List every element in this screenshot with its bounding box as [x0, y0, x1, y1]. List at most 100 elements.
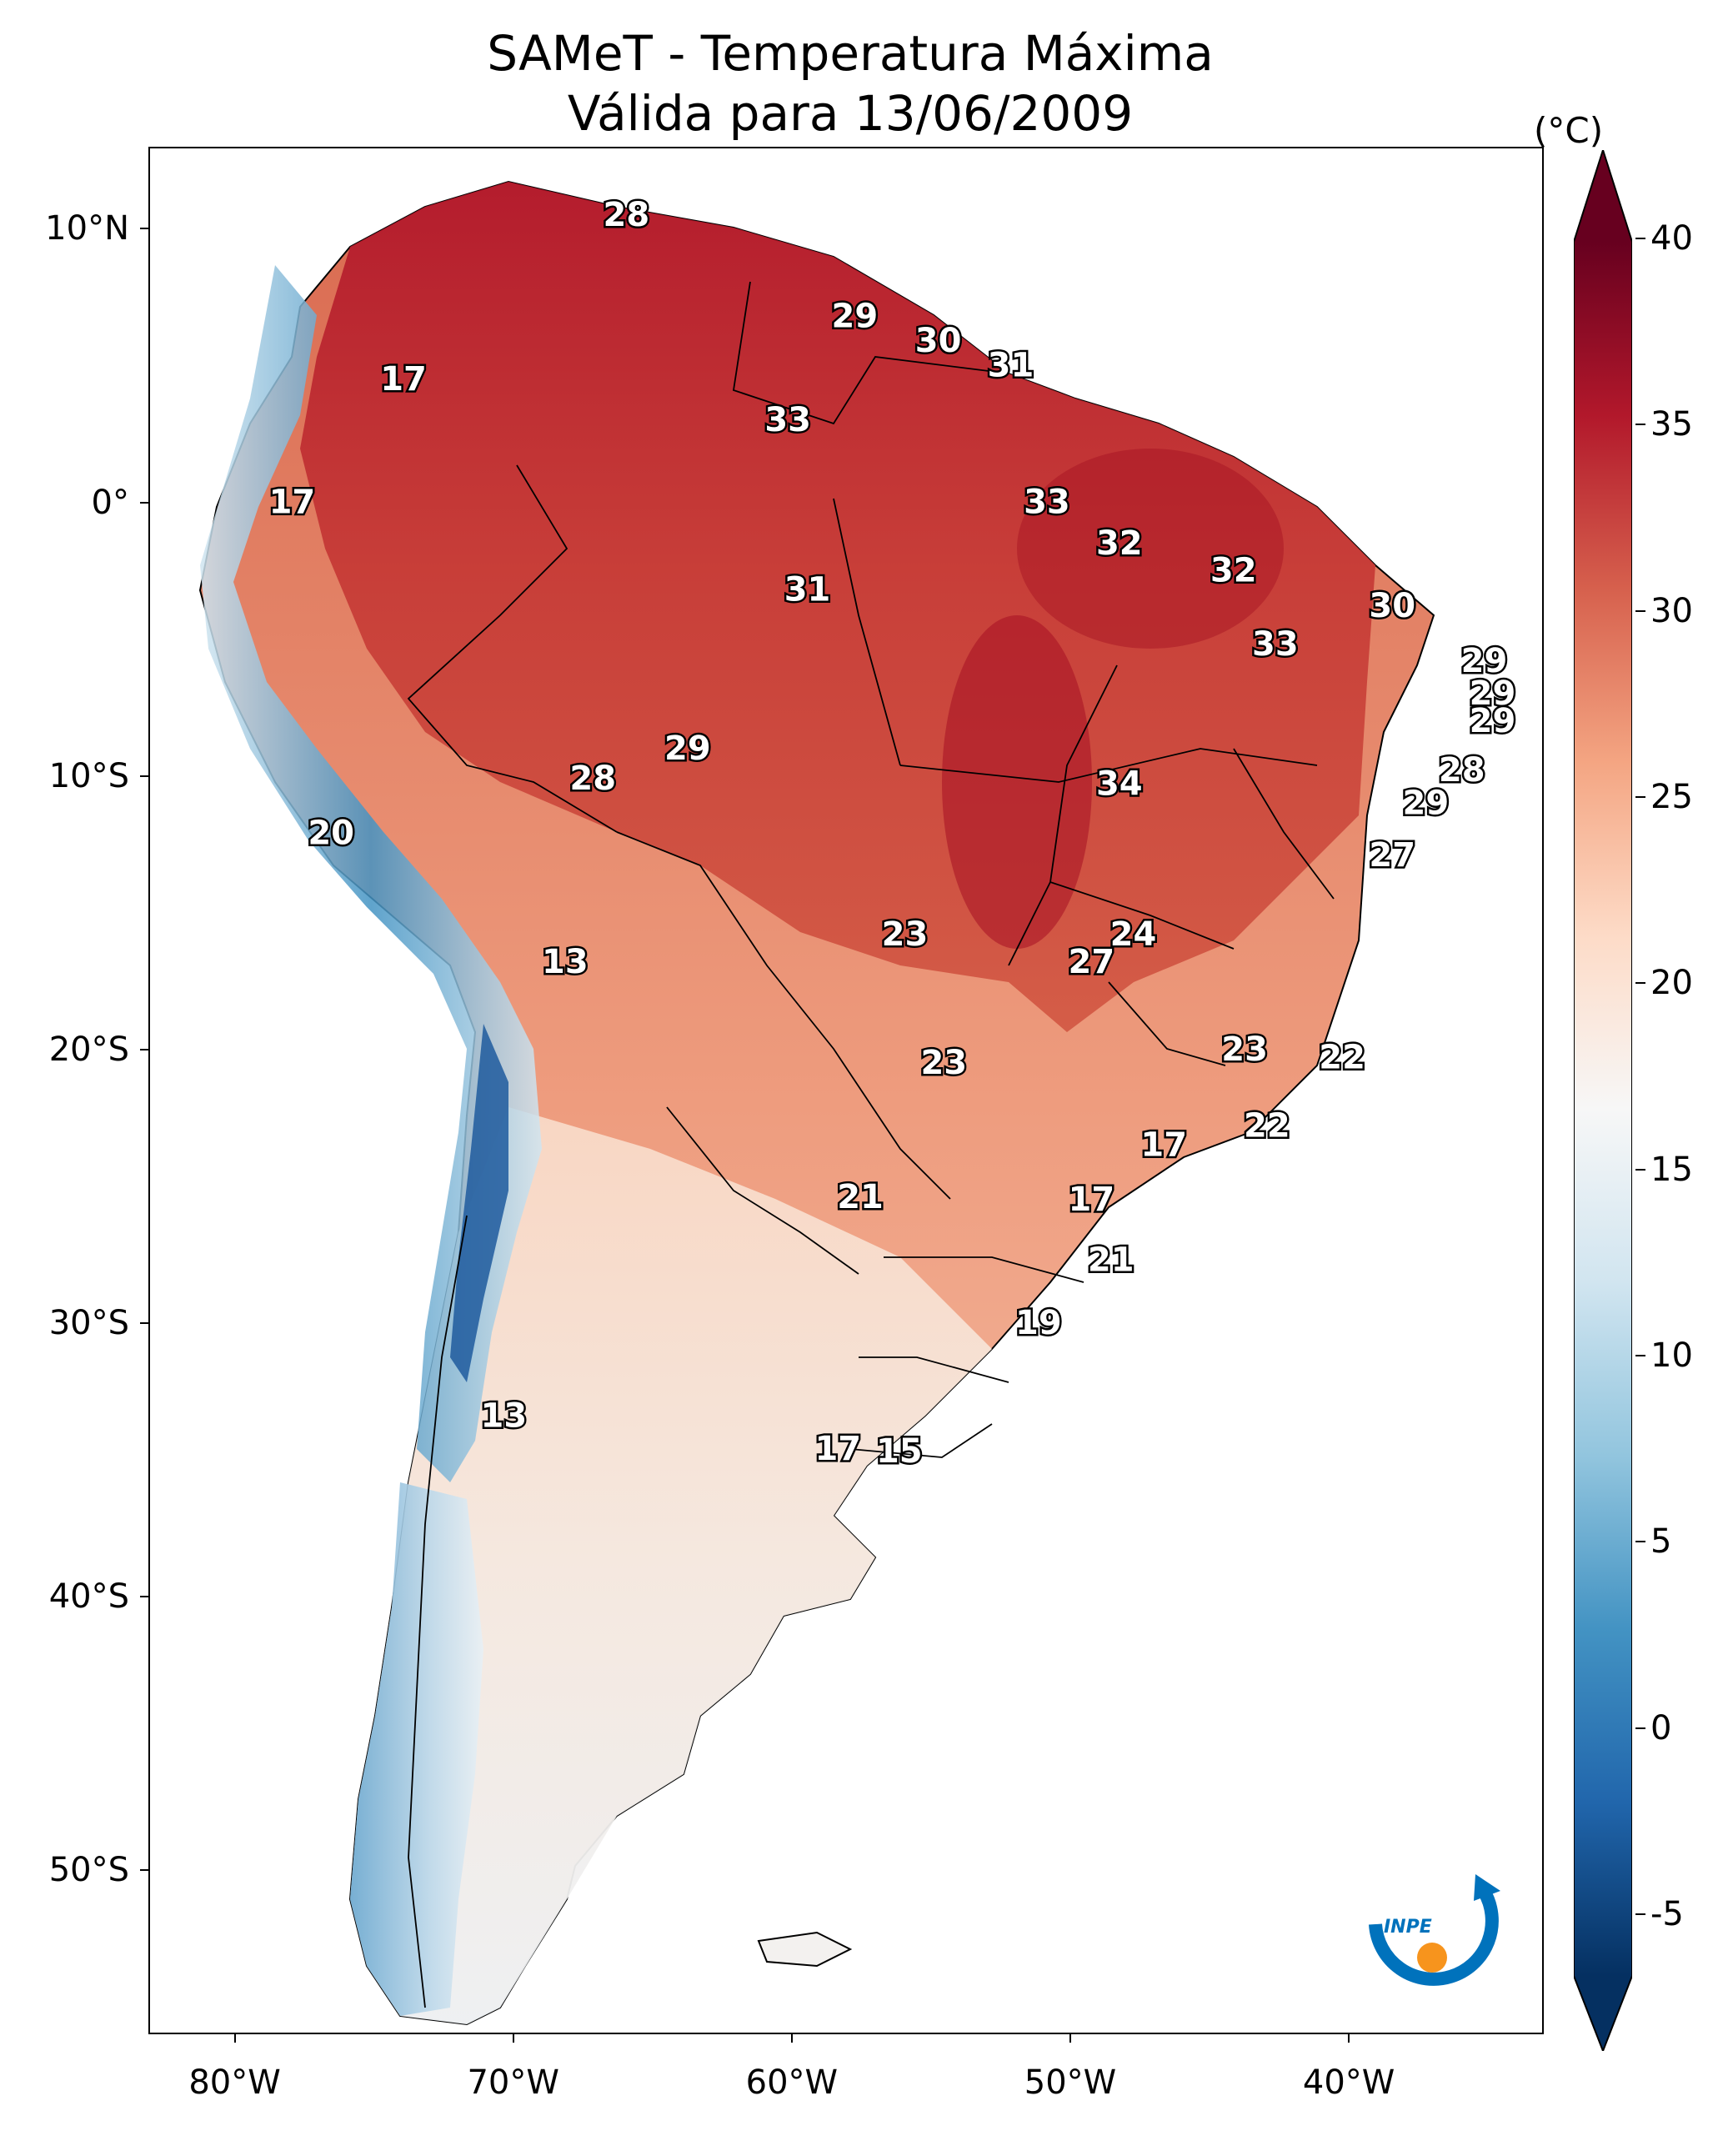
colorbar-tick-label: 15	[1650, 1150, 1693, 1189]
colorbar-tick-mark	[1635, 796, 1645, 798]
temperature-label: 27	[1069, 943, 1115, 981]
colorbar-tick-label: 30	[1650, 591, 1693, 630]
temperature-label: 23	[882, 915, 929, 954]
colorbar-tick-label: 0	[1650, 1708, 1672, 1747]
logo-text: INPE	[1384, 1917, 1432, 1938]
colorbar-tick-mark	[1635, 1355, 1645, 1356]
temperature-label: 29	[664, 730, 711, 768]
border-state-4	[1049, 881, 1235, 950]
south-plains	[350, 1107, 992, 2024]
colorbar-tick-label: -5	[1650, 1895, 1684, 1933]
colorbar-tick-label: 40	[1650, 219, 1693, 258]
colorbar-tick-mark	[1635, 424, 1645, 426]
border-state-6	[884, 1256, 1084, 1283]
colorbar-tick-mark	[1635, 238, 1645, 239]
border-brazil-west	[407, 464, 618, 833]
patagonia-cold	[350, 1482, 483, 2016]
longitude-tick-label: 50°W	[1024, 2063, 1117, 2102]
logo-sun	[1417, 1943, 1447, 1973]
temperature-label: 23	[920, 1044, 967, 1082]
temperature-label: 13	[481, 1396, 528, 1435]
hot-core	[942, 615, 1092, 949]
longitude-tick-mark	[512, 2034, 514, 2043]
temperature-label: 17	[1140, 1126, 1187, 1165]
colorbar	[1574, 150, 1632, 2051]
temperature-label: 30	[915, 322, 962, 360]
temperature-label: 24	[1110, 915, 1157, 954]
temperature-label: 29	[832, 297, 879, 335]
temperature-label: 22	[1319, 1039, 1365, 1077]
longitude-tick-label: 80°W	[188, 2063, 281, 2102]
colorbar-unit: (°C)	[1534, 110, 1604, 151]
latitude-tick-label: 0°	[91, 483, 129, 522]
colorbar-tick-label: 10	[1650, 1336, 1693, 1375]
title-line-2: Válida para 13/06/2009	[567, 85, 1134, 142]
temperature-label: 30	[1369, 587, 1415, 625]
logo-arrow-icon	[1474, 1874, 1500, 1901]
longitude-tick-label: 60°W	[745, 2063, 839, 2102]
latitude-tick-label: 30°S	[48, 1303, 129, 1342]
temperature-label: 33	[764, 401, 811, 439]
temperature-label: 32	[1096, 524, 1143, 563]
temperature-label: 17	[814, 1430, 861, 1468]
temperature-label: 33	[1024, 484, 1070, 522]
temperature-label: 28	[1439, 751, 1485, 790]
colorbar-top-extension	[1574, 150, 1632, 242]
temperature-label: 29	[1470, 674, 1516, 713]
temperature-label: 13	[542, 943, 589, 981]
border-state-7	[859, 1356, 1009, 1383]
inpe-logo: INPE	[1369, 1874, 1500, 1986]
longitude-tick-mark	[233, 2034, 236, 2043]
colorbar-bottom-extension	[1574, 1976, 1632, 2051]
border-state-1	[833, 498, 901, 766]
falkland-islands	[757, 1931, 853, 1968]
latitude-tick-mark	[140, 1596, 148, 1597]
longitude-tick-label: 70°W	[467, 2063, 559, 2102]
map-panel: 28 29 30 31 17 33 17 33 32 32 31 30 33 29 29 29 29 28 28 34…	[148, 147, 1544, 2034]
temperature-label: 29	[1461, 642, 1508, 680]
logo-arc	[1369, 1887, 1499, 1986]
country-borders	[407, 281, 1335, 2008]
temperature-label: 22	[1244, 1107, 1290, 1146]
colorbar-tick-label: 25	[1650, 778, 1693, 816]
temperature-label: 15	[876, 1432, 923, 1471]
hot-region	[300, 182, 1375, 1032]
latitude-tick-mark	[140, 1321, 148, 1324]
temperature-label: 27	[1369, 836, 1415, 875]
latitude-tick-mark	[140, 1869, 148, 1872]
temperature-label: 21	[837, 1178, 884, 1216]
latitude-tick-mark	[140, 501, 148, 504]
border-brazil-north	[732, 281, 1009, 425]
temperature-label: 17	[1069, 1181, 1115, 1219]
latitude-tick-mark	[140, 228, 148, 230]
andes-deep-cold	[450, 1024, 508, 1382]
border-argentina-chile	[408, 1215, 468, 2008]
temperature-label: 34	[1096, 765, 1143, 804]
latitude-tick-label: 50°S	[48, 1851, 129, 1890]
map-title: SAMeT - Temperatura Máxima Válida para 1…	[150, 23, 1550, 143]
latitude-tick-label: 10°N	[45, 209, 129, 248]
temperature-label: 28	[604, 196, 650, 234]
colorbar-tick-mark	[1635, 1168, 1645, 1171]
border-state-5	[666, 1106, 859, 1275]
border-state-3	[899, 748, 1318, 783]
colorbar-tick-mark	[1635, 609, 1645, 612]
colorbar-tick-label: 5	[1650, 1522, 1672, 1562]
longitude-tick-mark	[790, 2034, 793, 2043]
temperature-label: 29	[1470, 702, 1516, 740]
temperature-label: 28	[569, 760, 616, 798]
latitude-tick-label: 40°S	[48, 1577, 129, 1616]
colorbar-tick-mark	[1635, 1727, 1645, 1729]
colorbar-tick-label: 35	[1650, 405, 1693, 444]
colorbar-tick-mark	[1635, 1913, 1645, 1915]
border-state-9	[1108, 981, 1226, 1066]
latitude-tick-label: 20°S	[48, 1030, 129, 1069]
temperature-label: 32	[1210, 552, 1257, 590]
temperature-label: 31	[988, 346, 1034, 384]
temperature-label: 21	[1088, 1241, 1134, 1279]
temperature-label: 17	[380, 360, 427, 399]
colorbar-tick-label: 20	[1650, 964, 1693, 1003]
temperature-label: 23	[1221, 1030, 1268, 1069]
